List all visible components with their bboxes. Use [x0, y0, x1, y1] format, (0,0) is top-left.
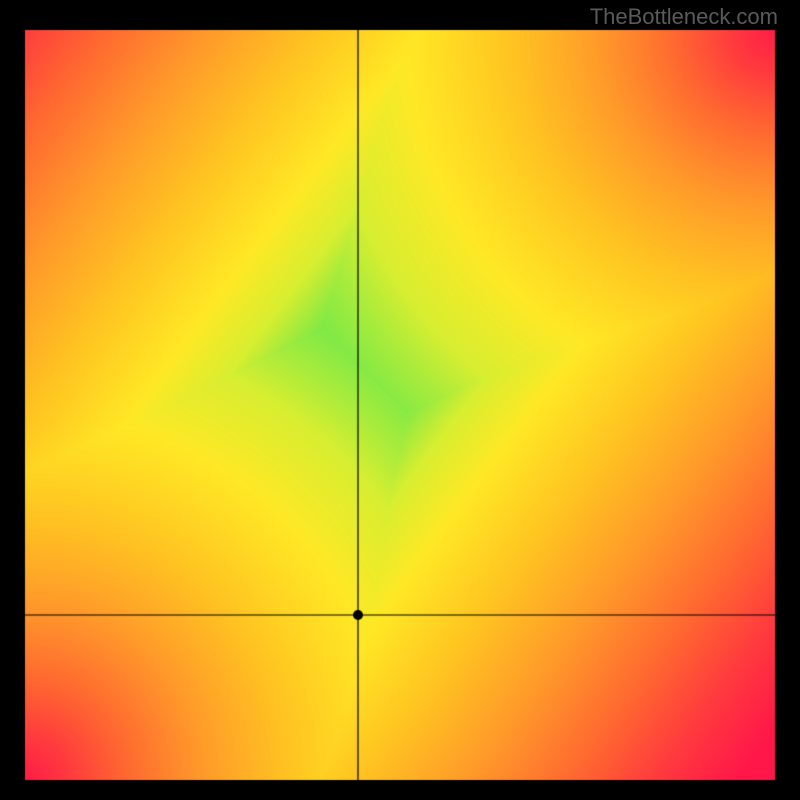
- watermark-text: TheBottleneck.com: [590, 4, 778, 30]
- heatmap-canvas: [0, 0, 800, 800]
- chart-container: TheBottleneck.com: [0, 0, 800, 800]
